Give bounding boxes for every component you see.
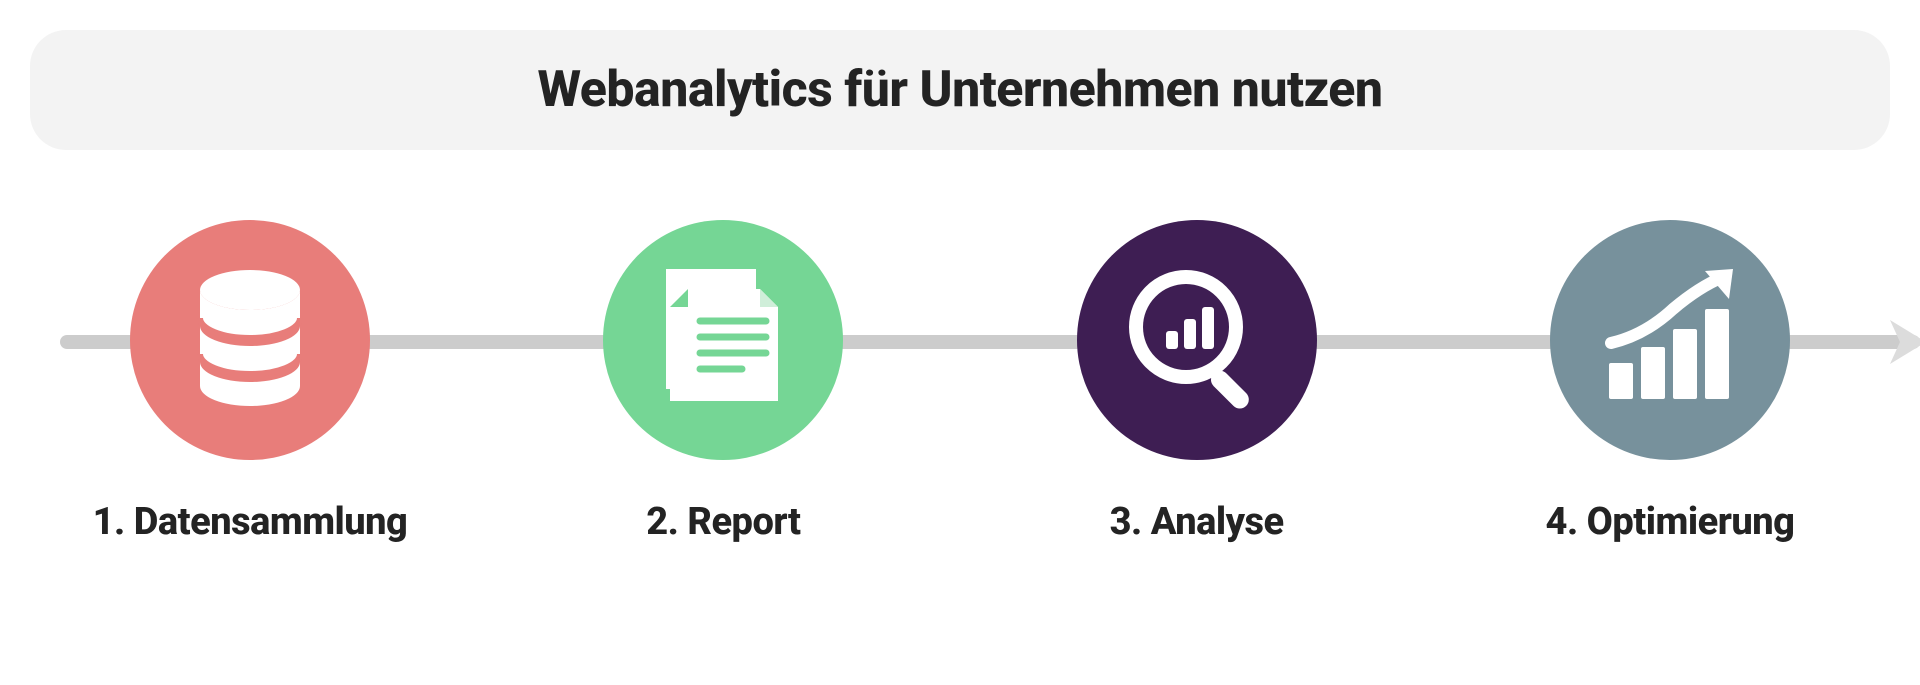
page-title: Webanalytics für Unternehmen nutzen	[537, 61, 1382, 119]
steps-container: 1. Datensammlung	[0, 220, 1920, 620]
magnifier-chart-icon	[1122, 263, 1272, 417]
title-bar: Webanalytics für Unternehmen nutzen	[30, 30, 1890, 150]
growth-chart-icon	[1595, 263, 1745, 417]
step-label: 3. Analyse	[1110, 500, 1284, 544]
step-datensammlung: 1. Datensammlung	[60, 220, 440, 620]
step-label: 4. Optimierung	[1546, 500, 1795, 544]
document-icon	[658, 263, 788, 417]
step-optimierung: 4. Optimierung	[1480, 220, 1860, 620]
step-analyse: 3. Analyse	[1007, 220, 1387, 620]
step-label: 1. Datensammlung	[93, 500, 408, 544]
step-circle	[1077, 220, 1317, 460]
step-circle	[130, 220, 370, 460]
step-circle	[1550, 220, 1790, 460]
step-circle	[603, 220, 843, 460]
database-icon	[190, 268, 310, 412]
step-report: 2. Report	[533, 220, 913, 620]
step-label: 2. Report	[646, 500, 800, 544]
process-flow: 1. Datensammlung	[0, 220, 1920, 620]
